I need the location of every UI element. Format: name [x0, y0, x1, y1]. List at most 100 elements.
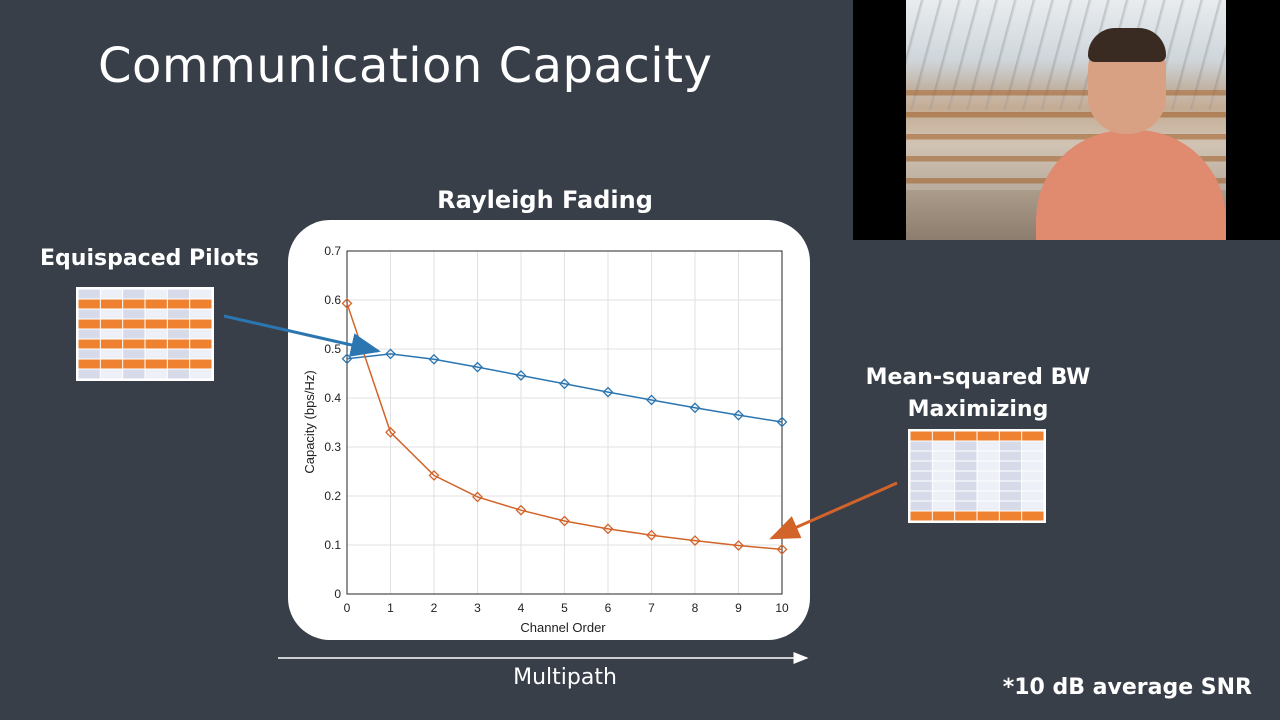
msbw-grid-cell	[977, 451, 999, 461]
y-axis-label: Capacity (bps/Hz)	[302, 370, 317, 473]
msbw-grid-cell	[932, 511, 955, 521]
equispaced-grid-cell	[123, 359, 145, 369]
msbw-grid-cell	[910, 461, 932, 471]
chart-heading: Rayleigh Fading	[437, 186, 653, 214]
equispaced-grid-cell	[78, 289, 100, 299]
msbw-grid-cell	[910, 501, 932, 511]
msbw-label-line2: Maximizing	[907, 397, 1049, 422]
msbw-grid-cell	[910, 481, 932, 491]
equispaced-grid-cell	[78, 309, 100, 319]
webcam-video	[853, 0, 1280, 240]
webcam-person-icon	[906, 0, 1226, 240]
data-point-diamond	[515, 370, 527, 381]
equispaced-grid-cell	[123, 369, 145, 379]
equispaced-grid-cell	[78, 299, 100, 309]
equispaced-grid-cell	[100, 369, 123, 379]
msbw-grid-cell	[932, 491, 955, 501]
x-tick-label: 3	[474, 601, 481, 615]
msbw-grid-cell	[999, 511, 1022, 521]
plot-frame	[346, 250, 783, 595]
equispaced-grid-cell	[190, 329, 212, 339]
data-point-diamond	[341, 298, 353, 309]
equispaced-grid-cell	[167, 289, 190, 299]
msbw-grid-cell	[999, 461, 1022, 471]
msbw-arrow	[769, 481, 898, 540]
equispaced-grid-cell	[100, 309, 123, 319]
msbw-grid-cell	[999, 451, 1022, 461]
data-point-diamond	[776, 543, 788, 555]
data-point-diamond	[472, 361, 483, 373]
equispaced-grid-cell	[78, 359, 100, 369]
msbw-label-line1: Mean-squared BW	[865, 365, 1091, 390]
equispaced-grid-cell	[78, 349, 100, 359]
y-tick-label: 0.6	[324, 293, 341, 307]
slide-title: Communication Capacity	[98, 38, 713, 94]
x-tick-label: 8	[692, 601, 699, 615]
msbw-grid-cell	[1022, 491, 1044, 501]
equispaced-grid-cell	[78, 369, 100, 379]
equispaced-grid-cell	[100, 339, 123, 349]
y-tick-label: 0.3	[324, 440, 341, 454]
equispaced-grid-cell	[100, 289, 123, 299]
msbw-grid-cell	[1022, 481, 1044, 491]
data-point-diamond	[646, 529, 657, 541]
msbw-grid-cell	[955, 501, 977, 511]
msbw-grid-cell	[977, 431, 999, 441]
msbw-grid-cell	[1022, 511, 1044, 521]
x-tick-label: 1	[387, 601, 394, 615]
data-point-diamond	[602, 523, 614, 535]
equispaced-grid-cell	[78, 319, 100, 329]
msbw-grid-cell	[1022, 501, 1044, 511]
equispaced-grid-cell	[190, 289, 212, 299]
x-tick-label: 2	[431, 601, 438, 615]
msbw-grid-cell	[932, 441, 955, 451]
data-point-diamond	[776, 416, 788, 428]
equispaced-grid-cell	[123, 319, 145, 329]
tick-layer: 0 1 2 3 4 5 6 7 8 9 10 0 0.1 0.2 0.3 0.4 0.5 0.6 0.7	[324, 244, 789, 615]
equispaced-grid-cell	[190, 339, 212, 349]
msbw-grid-cell	[1022, 431, 1044, 441]
equispaced-grid-cell	[145, 339, 167, 349]
equispaced-grid-cell	[100, 299, 123, 309]
data-point-diamond	[559, 515, 570, 527]
msbw-grid-cell	[910, 471, 932, 481]
equispaced-grid-cell	[145, 299, 167, 309]
equispaced-grid-cell	[78, 329, 100, 339]
msbw-grid-cell	[977, 441, 999, 451]
msbw-grid-cell	[955, 451, 977, 461]
data-point-diamond	[646, 394, 657, 406]
snr-footnote: *10 dB average SNR	[1002, 675, 1252, 700]
msbw-grid-cell	[955, 471, 977, 481]
x-tick-label: 10	[775, 601, 789, 615]
x-tick-label: 0	[344, 601, 351, 615]
data-point-diamond	[428, 470, 440, 481]
x-tick-label: 7	[648, 601, 655, 615]
equispaced-grid-cell	[100, 329, 123, 339]
msbw-grid-cell	[932, 461, 955, 471]
equispaced-arrow	[223, 314, 381, 357]
msbw-grid-cell	[932, 471, 955, 481]
msbw-grid-cell	[977, 501, 999, 511]
data-point-diamond	[559, 378, 570, 390]
data-point-diamond	[689, 402, 701, 414]
x-tick-label: 5	[561, 601, 568, 615]
equispaced-grid-cell	[145, 309, 167, 319]
equispaced-grid-cell	[123, 309, 145, 319]
equispaced-grid-cell	[190, 359, 212, 369]
msbw-grid-cell	[999, 431, 1022, 441]
msbw-grid-cell	[977, 491, 999, 501]
y-tick-label: 0.2	[324, 489, 341, 503]
equispaced-grid-cell	[123, 339, 145, 349]
msbw-grid-cell	[999, 491, 1022, 501]
x-tick-label: 6	[605, 601, 612, 615]
equispaced-grid-cell	[190, 349, 212, 359]
msbw-grid-cell	[910, 441, 932, 451]
equispaced-grid-cell	[123, 299, 145, 309]
msbw-grid-cell	[955, 511, 977, 521]
msbw-grid-cell	[999, 471, 1022, 481]
msbw-grid-cell	[999, 501, 1022, 511]
plot-area-border	[346, 250, 783, 595]
equispaced-pilot-grid	[76, 287, 214, 381]
equispaced-grid-cell	[167, 319, 190, 329]
